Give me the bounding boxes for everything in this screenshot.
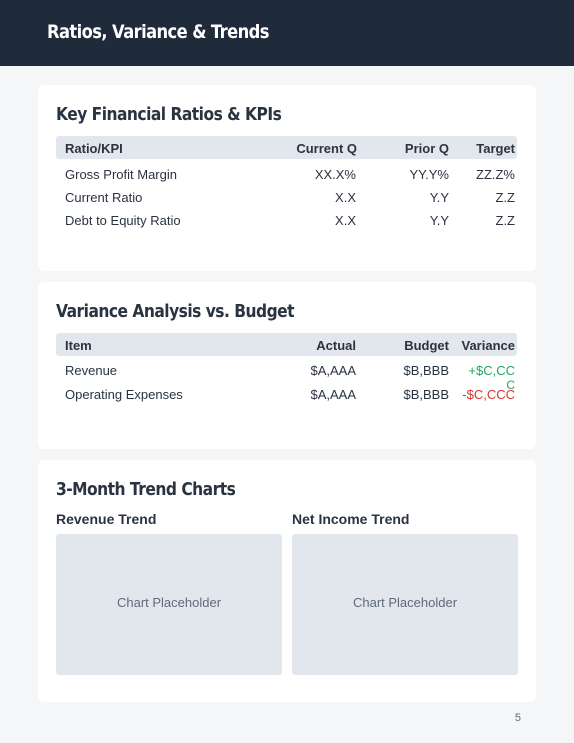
revenue-trend-label: Revenue Trend	[56, 511, 157, 527]
ratio-label: Gross Profit Margin	[65, 167, 177, 182]
actual-value: $A,AAA	[310, 387, 356, 402]
current-value: XX.X%	[314, 167, 356, 182]
ratio-label: Debt to Equity Ratio	[65, 213, 181, 228]
current-value: X.X	[335, 190, 356, 205]
page-title: Ratios, Variance & Trends	[47, 21, 269, 43]
target-value: Z.Z	[495, 190, 516, 205]
budget-value: $B,BBB	[403, 387, 449, 402]
target-value: Z.Z	[495, 213, 516, 228]
prior-value: Y.Y	[429, 190, 449, 205]
placeholder-text: Chart Placeholder	[352, 595, 458, 610]
placeholder-text: Chart Placeholder	[116, 595, 222, 610]
net-income-trend-label: Net Income Trend	[292, 511, 410, 527]
col-variance: Variance	[461, 338, 516, 353]
trends-card: 3-Month Trend Charts Revenue Trend Chart…	[38, 460, 536, 702]
variance-title: Variance Analysis vs. Budget	[56, 301, 295, 322]
actual-value: $A,AAA	[310, 363, 356, 378]
item-label: Operating Expenses	[65, 387, 183, 402]
trends-title: 3-Month Trend Charts	[56, 479, 236, 500]
page-header: Ratios, Variance & Trends	[0, 0, 574, 66]
net-income-chart-placeholder: Chart Placeholder	[292, 534, 518, 675]
col-current-q: Current Q	[296, 141, 357, 156]
ratios-card: Key Financial Ratios & KPIs Ratio/KPI Cu…	[38, 85, 536, 271]
revenue-chart-placeholder: Chart Placeholder	[56, 534, 282, 675]
ratios-table-header: Ratio/KPI Current Q Prior Q Target	[56, 136, 517, 159]
col-actual: Actual	[316, 338, 356, 353]
ratios-title: Key Financial Ratios & KPIs	[56, 104, 282, 125]
variance-table-header: Item Actual Budget Variance	[56, 333, 517, 356]
variance-value: -$C,CCC	[462, 387, 515, 402]
target-value: ZZ.Z%	[476, 167, 515, 182]
page-number: 5	[514, 712, 521, 724]
prior-value: YY.Y%	[409, 167, 449, 182]
budget-value: $B,BBB	[403, 363, 449, 378]
variance-value-wrap: C	[506, 378, 515, 392]
col-item: Item	[65, 338, 92, 353]
ratio-label: Current Ratio	[65, 190, 143, 205]
current-value: X.X	[335, 213, 356, 228]
variance-card: Variance Analysis vs. Budget Item Actual…	[38, 282, 536, 449]
item-label: Revenue	[65, 363, 118, 378]
variance-value: +$C,CC	[468, 363, 515, 378]
prior-value: Y.Y	[429, 213, 449, 228]
col-ratio-kpi: Ratio/KPI	[65, 141, 123, 156]
col-prior-q: Prior Q	[404, 141, 449, 156]
col-budget: Budget	[404, 338, 449, 353]
col-target: Target	[476, 141, 515, 156]
